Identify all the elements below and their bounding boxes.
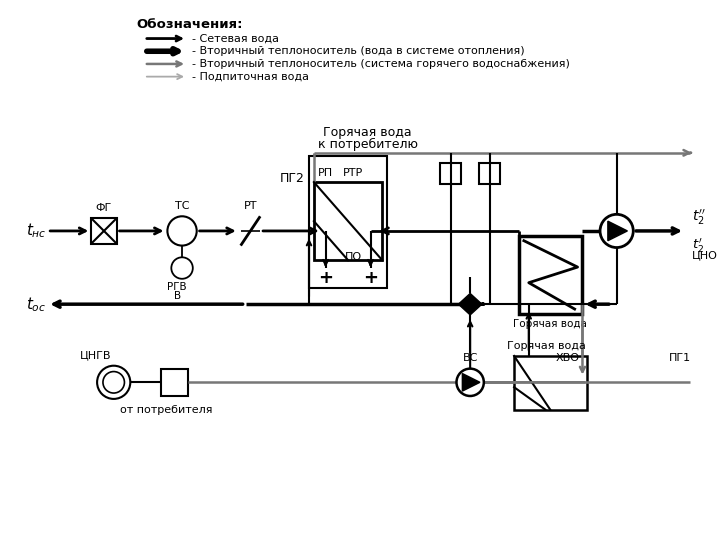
Bar	[91, 218, 117, 244]
Polygon shape	[462, 374, 480, 391]
Text: ФГ: ФГ	[96, 204, 112, 213]
Bar	[309, 156, 387, 288]
Circle shape	[97, 366, 130, 399]
Text: РП: РП	[318, 168, 333, 178]
Polygon shape	[459, 293, 470, 315]
Bar	[440, 163, 462, 184]
Circle shape	[103, 372, 125, 393]
Text: +: +	[363, 269, 378, 287]
Text: РГВ: РГВ	[167, 282, 187, 292]
Text: Обозначения:: Обозначения:	[136, 18, 243, 31]
Text: Горячая вода: Горячая вода	[507, 341, 586, 351]
Text: Горячая вода: Горячая вода	[513, 319, 588, 329]
Text: - Вторичный теплоноситель (система горячего водоснабжения): - Вторичный теплоноситель (система горяч…	[192, 59, 570, 69]
Text: ХВО: ХВО	[556, 353, 580, 363]
Text: Горячая вода: Горячая вода	[323, 126, 412, 139]
Text: ПО: ПО	[344, 252, 361, 262]
Text: ПГ1: ПГ1	[669, 353, 691, 363]
Text: - Сетевая вода: - Сетевая вода	[192, 33, 279, 44]
Text: ТС: ТС	[175, 201, 189, 211]
Text: $t_2''$: $t_2''$	[692, 208, 706, 227]
Circle shape	[171, 257, 193, 279]
Bar	[314, 182, 382, 260]
Text: $t_{нс}$: $t_{нс}$	[26, 221, 47, 240]
Text: +: +	[318, 269, 333, 287]
Circle shape	[600, 214, 634, 247]
Text: ПГ2: ПГ2	[280, 172, 305, 185]
Text: ЦНО: ЦНО	[692, 251, 718, 260]
Text: РТ: РТ	[243, 201, 257, 211]
Text: - Подпиточная вода: - Подпиточная вода	[192, 72, 309, 82]
Text: от потребителя: от потребителя	[120, 405, 212, 415]
Text: ВС: ВС	[462, 353, 478, 363]
Polygon shape	[470, 293, 482, 315]
Text: - Вторичный теплоноситель (вода в системе отопления): - Вторичный теплоноситель (вода в систем…	[192, 46, 524, 56]
Circle shape	[456, 369, 484, 396]
Bar	[519, 236, 582, 314]
Text: $t_2'$: $t_2'$	[692, 236, 704, 254]
Bar	[479, 163, 500, 184]
Text: $t_{ос}$: $t_{ос}$	[26, 295, 46, 314]
Bar	[514, 356, 588, 410]
Polygon shape	[608, 221, 627, 241]
Text: ЦНГВ: ЦНГВ	[81, 350, 112, 360]
Bar	[161, 369, 188, 396]
Circle shape	[168, 217, 197, 246]
Text: к потребителю: к потребителю	[318, 138, 418, 151]
Text: В: В	[174, 292, 181, 301]
Text: РТР: РТР	[343, 168, 364, 178]
